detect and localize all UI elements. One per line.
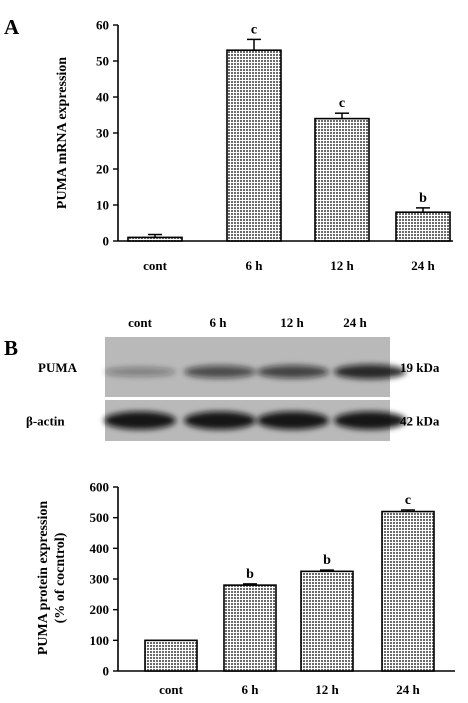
- y-tick-label: 40: [96, 90, 109, 105]
- bar-12h: [300, 570, 354, 672]
- y-axis-label: PUMA protein expression: [36, 501, 51, 655]
- y-tick-label: 400: [90, 541, 110, 556]
- bar-6h: [223, 584, 277, 672]
- category-label: 12 h: [315, 682, 339, 697]
- blot-lane-label: 12 h: [280, 315, 304, 330]
- blot-band: [257, 365, 329, 379]
- y-tick-label: 20: [96, 162, 109, 177]
- y-tick-label: 500: [90, 510, 110, 525]
- significance-label: b: [323, 553, 331, 568]
- y-tick-label: 10: [96, 198, 109, 213]
- blot-row-puma: PUMA 19 kDa: [38, 337, 440, 397]
- bar-24h: [381, 510, 435, 672]
- y-axis-label: PUMA mRNA expression: [55, 57, 70, 209]
- blot-row-beta-actin: β-actin 42 kDa: [26, 400, 440, 441]
- panel-label-b: B: [4, 336, 18, 360]
- blot-lane-label: 24 h: [343, 315, 367, 330]
- blot-lane-label: cont: [128, 315, 153, 330]
- bar-12h: [314, 117, 370, 242]
- blot-row-label: PUMA: [38, 360, 78, 375]
- category-label: cont: [143, 258, 168, 273]
- blot-membrane: [105, 337, 390, 397]
- significance-label: b: [419, 191, 427, 206]
- bar-cont: [144, 639, 198, 672]
- y-tick-label: 0: [103, 664, 110, 679]
- y-tick-label: 60: [96, 18, 109, 33]
- category-label: 6 h: [242, 682, 260, 697]
- y-axis-label: (% of cocntrol): [53, 532, 68, 623]
- category-label: 6 h: [246, 258, 264, 273]
- western-blot: cont 6 h 12 h 24 h PUMA 19 kDa β-actin 42 kDa: [26, 315, 440, 441]
- blot-band: [257, 411, 329, 430]
- significance-label: c: [405, 493, 411, 508]
- blot-band: [184, 365, 256, 379]
- panel-label-a: A: [4, 15, 20, 39]
- significance-label: b: [246, 567, 254, 582]
- blot-row-label: β-actin: [26, 414, 65, 429]
- blot-size-label: 19 kDa: [400, 360, 440, 375]
- y-tick-label: 30: [96, 126, 109, 141]
- category-label: 12 h: [330, 258, 354, 273]
- bar-cont: [127, 236, 183, 242]
- significance-label: c: [251, 22, 257, 37]
- category-label: 24 h: [411, 258, 435, 273]
- blot-band: [334, 411, 406, 430]
- y-tick-label: 200: [90, 602, 110, 617]
- blot-band: [104, 367, 176, 377]
- bar-6h: [226, 49, 282, 242]
- protein-bar-chart: 0 100 200 300 400 500 600 cont b 6 h b 12 h c 24 h PUM…: [36, 480, 455, 697]
- blot-lane-label: 6 h: [210, 315, 228, 330]
- significance-label: c: [339, 96, 345, 111]
- y-tick-label: 0: [103, 234, 110, 249]
- blot-band: [104, 411, 176, 430]
- category-label: 24 h: [396, 682, 420, 697]
- y-tick-label: 300: [90, 572, 110, 587]
- bar-24h: [395, 211, 451, 242]
- blot-band: [184, 411, 256, 430]
- y-tick-label: 50: [96, 54, 109, 69]
- mrna-bar-chart: 0 10 20 30 40 50 60 cont c 6 h c 12 h b 24 h PUMA mRNA…: [55, 18, 453, 273]
- blot-band: [334, 364, 406, 380]
- blot-size-label: 42 kDa: [400, 414, 440, 429]
- y-tick-label: 100: [90, 633, 110, 648]
- y-tick-label: 600: [90, 480, 110, 495]
- category-label: cont: [159, 682, 184, 697]
